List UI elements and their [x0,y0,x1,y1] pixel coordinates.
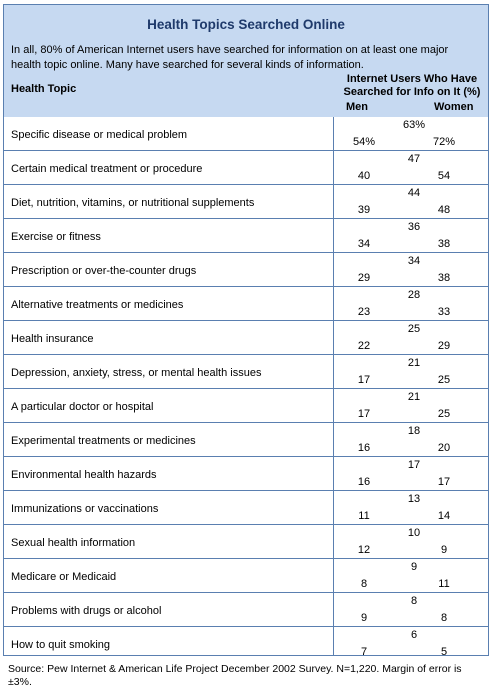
table-row: Medicare or Medicaid 9 8 11 [4,559,488,593]
row-men-percent: 40 [357,170,371,182]
row-total-percent: 36 [407,221,421,233]
row-men-percent: 29 [357,272,371,284]
row-men-percent: 7 [360,646,368,658]
row-topic: Exercise or fitness [11,231,101,243]
row-total-percent: 17 [407,459,421,471]
row-men-percent: 11 [358,510,370,522]
row-women-percent: 9 [440,544,448,556]
row-women-percent: 29 [437,340,451,352]
row-women-percent: 54 [437,170,451,182]
row-men-percent: 34 [357,238,371,250]
row-men-percent: 39 [357,204,371,216]
row-total-percent: 63% [402,119,426,131]
table-header: Health Topics Searched Online In all, 80… [4,5,488,117]
row-total-percent: 34 [407,255,421,267]
row-total-percent: 18 [407,425,421,437]
row-topic: Immunizations or vaccinations [11,503,159,515]
row-women-percent: 48 [437,204,451,216]
table-row: Immunizations or vaccinations 13 11 14 [4,491,488,525]
row-total-percent: 47 [407,153,421,165]
table-row: Specific disease or medical problem 63% 54… [4,117,488,151]
row-total-percent: 6 [410,629,418,641]
table-row: How to quit smoking 6 7 5 [4,627,488,661]
row-total-percent: 44 [407,187,421,199]
row-women-percent: 38 [437,238,451,250]
row-women-percent: 11 [438,578,450,590]
row-women-percent: 33 [437,306,451,318]
table-row: Exercise or fitness 36 34 38 [4,219,488,253]
row-women-percent: 72% [432,136,456,148]
column-divider [333,117,334,655]
row-men-percent: 8 [360,578,368,590]
table-row: Problems with drugs or alcohol 8 9 8 [4,593,488,627]
row-men-percent: 17 [357,408,371,420]
row-topic: Depression, anxiety, stress, or mental h… [11,367,262,379]
row-men-percent: 54% [352,136,376,148]
column-header-men: Men [346,101,368,113]
row-men-percent: 23 [357,306,371,318]
row-men-percent: 16 [357,476,371,488]
row-topic: Environmental health hazards [11,469,157,481]
table-body: Specific disease or medical problem 63% 54… [4,117,488,661]
row-topic: A particular doctor or hospital [11,401,154,413]
source-footnote: Source: Pew Internet & American Life Pro… [8,663,462,688]
row-women-percent: 5 [440,646,448,658]
table-row: Certain medical treatment or procedure 47… [4,151,488,185]
column-header-women: Women [434,101,474,113]
row-topic: Medicare or Medicaid [11,571,117,583]
row-topic: Certain medical treatment or procedure [11,163,203,175]
row-women-percent: 17 [437,476,451,488]
table-row: Alternative treatments or medicines 28 23 3… [4,287,488,321]
row-total-percent: 9 [410,561,418,573]
row-women-percent: 20 [437,442,451,454]
row-topic: Experimental treatments or medicines [11,435,196,447]
column-header-users: Internet Users Who Have Searched for Inf… [343,73,481,98]
table-row: Diet, nutrition, vitamins, or nutritiona… [4,185,488,219]
table-row: Prescription or over-the-counter drugs 34… [4,253,488,287]
table-row: Health insurance 25 22 29 [4,321,488,355]
row-women-percent: 8 [440,612,448,624]
row-topic: Health insurance [11,333,94,345]
column-header-topic: Health Topic [11,83,77,95]
row-men-percent: 12 [357,544,371,556]
row-men-percent: 22 [357,340,371,352]
row-women-percent: 38 [437,272,451,284]
row-topic: Alternative treatments or medicines [11,299,184,311]
table-row: Experimental treatments or medicines 18 16… [4,423,488,457]
row-total-percent: 8 [410,595,418,607]
row-total-percent: 25 [407,323,421,335]
row-men-percent: 9 [360,612,368,624]
row-topic: How to quit smoking [11,639,111,651]
table-row: Environmental health hazards 17 16 17 [4,457,488,491]
table-row: Depression, anxiety, stress, or mental h… [4,355,488,389]
row-women-percent: 25 [437,374,451,386]
row-total-percent: 21 [407,357,421,369]
table-row: Sexual health information 10 12 9 [4,525,488,559]
row-total-percent: 10 [407,527,421,539]
row-men-percent: 17 [357,374,371,386]
row-topic: Sexual health information [11,537,136,549]
row-topic: Problems with drugs or alcohol [11,605,162,617]
row-total-percent: 13 [407,493,421,505]
row-women-percent: 14 [437,510,451,522]
table-frame: Health Topics Searched Online In all, 80… [3,4,489,658]
table-title: Health Topics Searched Online [147,17,345,32]
row-men-percent: 16 [357,442,371,454]
table-subtitle: In all, 80% of American Internet users h… [11,44,449,71]
row-total-percent: 21 [407,391,421,403]
row-women-percent: 25 [437,408,451,420]
row-topic: Prescription or over-the-counter drugs [11,265,197,277]
table-row: A particular doctor or hospital 21 17 25 [4,389,488,423]
row-topic: Diet, nutrition, vitamins, or nutritiona… [11,197,255,209]
row-topic: Specific disease or medical problem [11,129,188,141]
row-total-percent: 28 [407,289,421,301]
